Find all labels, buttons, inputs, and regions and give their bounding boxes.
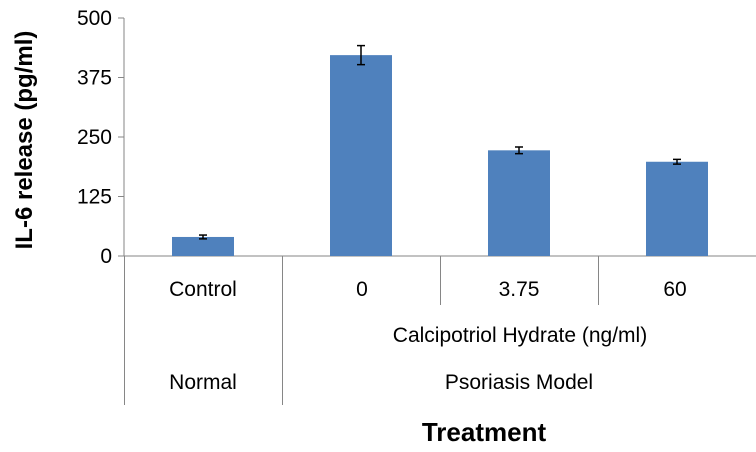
y-axis-title: IL-6 release (pg/ml)	[11, 31, 38, 250]
sub-group-label: Calcipotriol Hydrate (ng/ml)	[393, 324, 647, 347]
bar	[330, 55, 392, 257]
x-category-label: 60	[663, 278, 686, 301]
x-category-label: 3.75	[499, 278, 540, 301]
bar	[646, 161, 708, 256]
plot-area	[118, 17, 756, 405]
group-label-psoriasis-model: Psoriasis Model	[445, 371, 593, 394]
y-tick-label: 375	[77, 67, 112, 90]
y-tick-label: 125	[77, 186, 112, 209]
bar	[172, 236, 234, 256]
y-tick-label: 250	[77, 126, 112, 149]
x-category-label: Control	[169, 278, 237, 301]
x-category-label: 0	[356, 278, 368, 301]
x-axis-title: Treatment	[422, 417, 547, 447]
y-tick-label: 0	[100, 245, 112, 268]
group-label-normal: Normal	[169, 371, 237, 394]
bar	[488, 150, 550, 256]
y-tick-label: 500	[77, 7, 112, 30]
